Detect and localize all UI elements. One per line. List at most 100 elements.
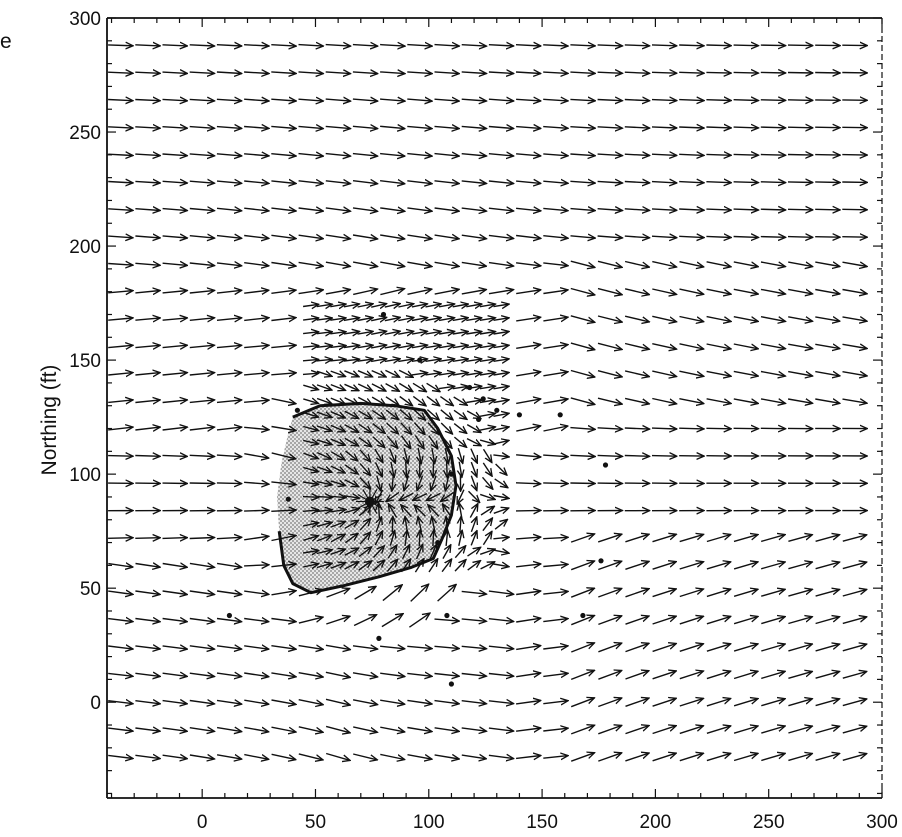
- flow-arrow: [330, 522, 346, 528]
- flow-arrow: [493, 359, 510, 361]
- flow-arrow: [407, 181, 432, 184]
- flow-arrow: [303, 318, 319, 320]
- flow-arrow: [652, 397, 676, 404]
- flow-arrow: [135, 564, 161, 568]
- flow-arrow: [330, 438, 346, 445]
- flow-arrow: [382, 585, 402, 602]
- flow-arrow: [316, 497, 333, 498]
- data-point: [376, 635, 382, 642]
- flow-arrow: [815, 399, 840, 403]
- flow-arrow: [108, 127, 133, 128]
- flow-arrow: [244, 318, 269, 321]
- flow-arrow: [162, 154, 188, 156]
- flow-arrow: [316, 522, 332, 526]
- flow-arrow: [625, 534, 649, 543]
- flow-arrow: [543, 564, 568, 566]
- flow-arrow: [244, 510, 269, 511]
- flow-arrow: [452, 359, 469, 361]
- flow-arrow: [479, 332, 496, 335]
- flow-arrow: [162, 127, 188, 129]
- flow-arrow: [788, 671, 812, 679]
- flow-arrow: [495, 463, 507, 475]
- flow-arrow: [842, 317, 868, 321]
- flow-arrow: [543, 673, 568, 676]
- flow-arrow: [108, 45, 133, 46]
- flow-arrow: [409, 613, 430, 628]
- flow-arrow: [413, 408, 426, 421]
- flow-arrow: [359, 532, 371, 545]
- flow-arrow: [244, 753, 268, 760]
- flow-arrow: [398, 331, 414, 334]
- flow-arrow: [216, 537, 242, 538]
- flow-arrow: [458, 448, 463, 463]
- flow-arrow: [384, 304, 401, 308]
- flow-arrow: [480, 562, 495, 570]
- flow-arrow: [466, 423, 481, 433]
- flow-arrow: [571, 616, 594, 626]
- flow-arrow: [189, 263, 215, 266]
- flow-arrow: [597, 181, 623, 183]
- flow-arrow: [316, 359, 333, 361]
- flow-arrow: [344, 424, 359, 433]
- flow-arrow: [271, 564, 296, 567]
- flow-arrow: [216, 45, 242, 46]
- flow-arrow: [162, 236, 188, 238]
- flow-arrow: [516, 127, 541, 129]
- flow-arrow: [706, 100, 731, 101]
- flow-arrow: [461, 728, 487, 731]
- flow-arrow: [461, 674, 487, 677]
- flow-arrow: [543, 45, 568, 46]
- flow-arrow: [325, 45, 351, 47]
- flow-arrow: [434, 72, 460, 74]
- flow-arrow: [543, 181, 568, 183]
- flow-arrow: [189, 538, 215, 539]
- flow-arrow: [271, 753, 296, 759]
- flow-arrow: [244, 482, 269, 484]
- flow-arrow: [652, 644, 677, 653]
- flow-arrow: [706, 261, 732, 267]
- flow-arrow: [380, 72, 405, 74]
- flow-arrow: [461, 72, 487, 74]
- flow-arrow: [162, 345, 188, 347]
- flow-arrow: [325, 262, 351, 266]
- flow-arrow: [108, 318, 133, 320]
- flow-arrow: [706, 562, 731, 570]
- flow-arrow: [303, 346, 319, 348]
- flow-arrow: [733, 154, 759, 155]
- flow-arrow: [244, 290, 269, 293]
- y-tick-label: 100: [69, 465, 101, 486]
- flow-arrow: [760, 155, 786, 156]
- flow-arrow: [189, 646, 215, 649]
- well-marker: [364, 496, 375, 507]
- flow-arrow: [384, 317, 401, 320]
- flow-arrow: [570, 698, 594, 708]
- flow-arrow: [380, 126, 405, 128]
- flow-arrow: [543, 236, 568, 239]
- flow-arrow: [788, 289, 813, 294]
- x-tick-label: 250: [753, 812, 785, 833]
- flow-arrow: [303, 536, 318, 541]
- y-tick-label: 300: [69, 9, 101, 30]
- flow-arrow: [189, 181, 215, 183]
- flow-arrow: [479, 549, 495, 554]
- flow-arrow: [330, 481, 346, 486]
- flow-arrow: [443, 504, 452, 518]
- flow-arrow: [216, 483, 242, 484]
- flow-arrow: [570, 483, 595, 484]
- flow-arrow: [598, 753, 622, 762]
- flow-arrow: [434, 701, 460, 704]
- flow-arrow: [411, 345, 428, 348]
- flow-arrow: [543, 426, 568, 432]
- flow-arrow: [516, 236, 541, 239]
- flow-arrow: [384, 345, 401, 348]
- flow-arrow: [516, 317, 541, 321]
- flow-arrow: [162, 591, 188, 595]
- flow-arrow: [679, 154, 704, 155]
- flow-arrow: [407, 262, 432, 266]
- flow-arrow: [679, 370, 704, 376]
- flow-arrow: [189, 673, 215, 676]
- flow-arrow: [467, 561, 481, 571]
- flow-arrow: [570, 209, 596, 211]
- flow-arrow: [733, 370, 759, 376]
- flow-arrow: [481, 476, 493, 489]
